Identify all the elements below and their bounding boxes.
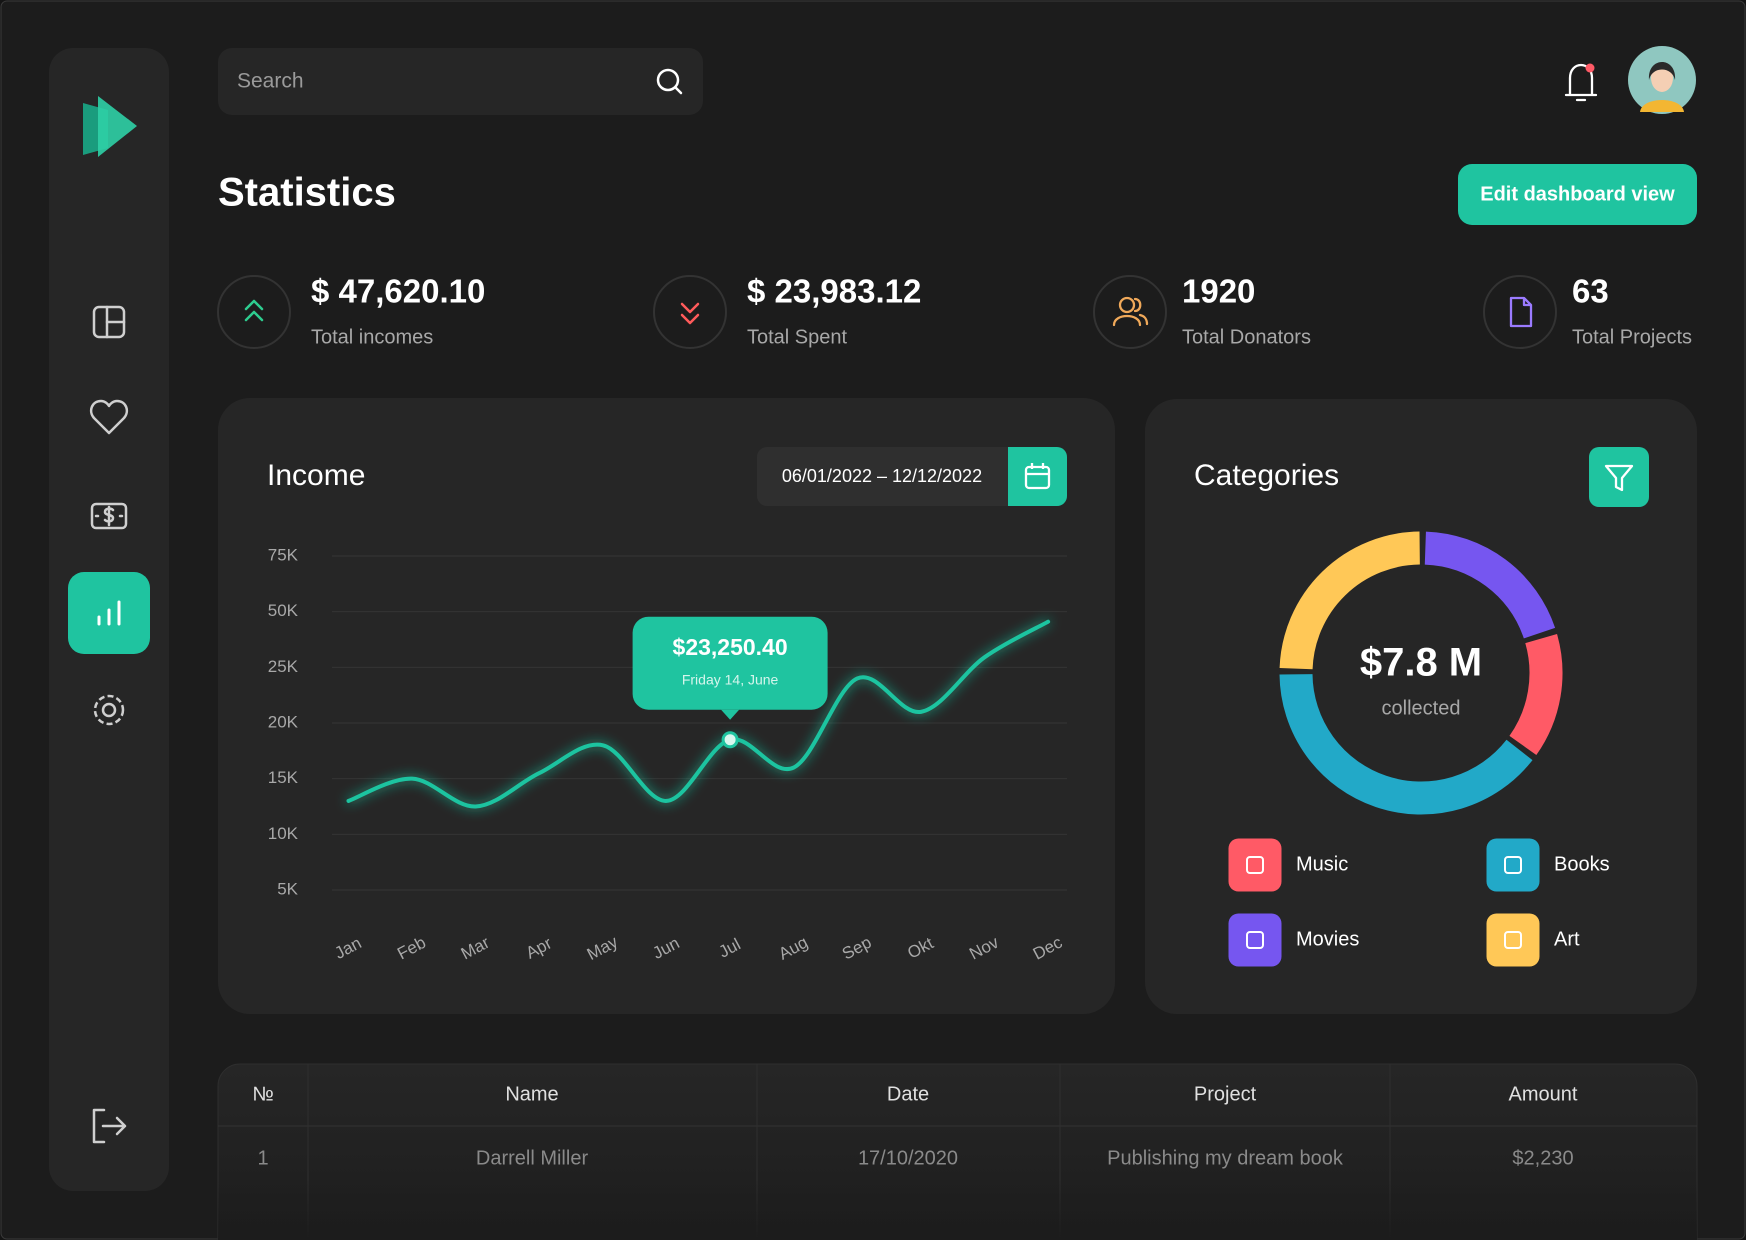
notifications[interactable] <box>1564 63 1598 102</box>
legend-label: Art <box>1554 928 1580 950</box>
donut-center-label: collected <box>1382 697 1461 719</box>
stat-icon-users <box>1112 296 1149 327</box>
stat-label: Total Projects <box>1572 326 1692 348</box>
donut-segment <box>1279 531 1421 670</box>
search-placeholder: Search <box>237 70 304 93</box>
stat-value: $ 23,983.12 <box>747 273 921 310</box>
stat-icon-ring <box>1093 275 1167 349</box>
nav-payments[interactable] <box>90 502 128 530</box>
calendar-button[interactable] <box>1008 447 1067 506</box>
tooltip-pointer <box>721 709 740 720</box>
table-cell: Darrell Miller <box>476 1147 589 1169</box>
donut-segment <box>1279 673 1533 815</box>
nav-settings[interactable] <box>93 694 125 726</box>
logo <box>83 96 137 157</box>
categories-title: Categories <box>1194 459 1339 492</box>
nav-statistics-icon <box>97 600 121 626</box>
column-header: Name <box>505 1083 558 1105</box>
donut-chart: Movies Music Books Art <box>1228 531 1610 967</box>
categories-panel <box>1145 399 1697 1014</box>
column-header: Amount <box>1509 1083 1578 1105</box>
table-cell: 1 <box>257 1147 268 1169</box>
search-icon[interactable] <box>656 68 683 95</box>
date-range-box[interactable] <box>757 447 1067 506</box>
filter-icon <box>1604 464 1634 492</box>
y-tick-label: 15K <box>268 768 299 787</box>
tooltip-date: Friday 14, June <box>682 671 779 687</box>
avatar[interactable] <box>1628 46 1696 114</box>
stat-value: 1920 <box>1182 273 1255 310</box>
stat-icon-up <box>244 299 264 322</box>
nav-favorites[interactable] <box>89 399 129 435</box>
legend-icon <box>1228 838 1282 892</box>
stat-label: Total Donators <box>1182 326 1311 348</box>
column-header: Project <box>1194 1083 1257 1105</box>
legend-glyph <box>1246 856 1264 874</box>
edit-dashboard-button[interactable] <box>1458 164 1697 225</box>
tooltip-box <box>632 616 828 710</box>
column-header: Date <box>887 1083 929 1105</box>
calendar-icon <box>1024 463 1051 490</box>
legend-label: Books <box>1554 853 1610 875</box>
tooltip-point <box>721 731 739 749</box>
legend-glyph <box>1504 931 1522 949</box>
page-title: Statistics <box>218 171 396 215</box>
edit-dashboard-label: Edit dashboard view <box>1480 183 1675 205</box>
legend-label: Movies <box>1296 928 1359 950</box>
stat-icon-down <box>680 302 700 325</box>
logout[interactable] <box>92 1108 127 1144</box>
income-line <box>346 619 1051 809</box>
table-fade <box>218 1180 1697 1240</box>
legend-glyph <box>1246 931 1264 949</box>
legend-glyph <box>1504 856 1522 874</box>
nav-layout[interactable] <box>92 305 126 339</box>
y-tick-label: 75K <box>268 545 299 564</box>
donut-segment <box>1424 531 1556 639</box>
y-tick-label: 25K <box>268 657 299 676</box>
stat-icon-ring <box>217 275 291 349</box>
stat-label: Total Spent <box>747 326 848 348</box>
search-box[interactable] <box>218 48 703 115</box>
date-range: 06/01/2022 – 12/12/2022 <box>782 466 982 486</box>
stat-icon-file <box>1509 296 1533 328</box>
table-cell: 17/10/2020 <box>858 1147 958 1169</box>
legend-icon <box>1486 913 1540 967</box>
y-tick-label: 50K <box>268 601 299 620</box>
stat-value: $ 47,620.10 <box>311 273 485 310</box>
filter-button[interactable] <box>1589 447 1649 507</box>
table-cell: $2,230 <box>1512 1147 1573 1169</box>
stat-icon-ring <box>1483 275 1557 349</box>
y-tick-label: 20K <box>268 712 299 731</box>
tooltip-value: $23,250.40 <box>673 634 788 660</box>
table-cell: Publishing my dream book <box>1107 1147 1344 1169</box>
legend-label: Music <box>1296 853 1348 875</box>
legend-icon <box>1486 838 1540 892</box>
stat-icon-ring <box>653 275 727 349</box>
stat-value: 63 <box>1572 273 1609 310</box>
donut-segment <box>1509 634 1563 755</box>
income-title: Income <box>267 459 365 492</box>
stat-label: Total incomes <box>311 326 433 348</box>
y-tick-label: 10K <box>268 824 299 843</box>
table-body: № Name Date Project Amount 1 Darrell Miller 17/… <box>252 1083 1578 1169</box>
column-header: № <box>252 1083 273 1105</box>
donut-center-value: $7.8 M <box>1360 641 1482 685</box>
y-tick-label: 5K <box>277 879 298 898</box>
legend-icon <box>1228 913 1282 967</box>
